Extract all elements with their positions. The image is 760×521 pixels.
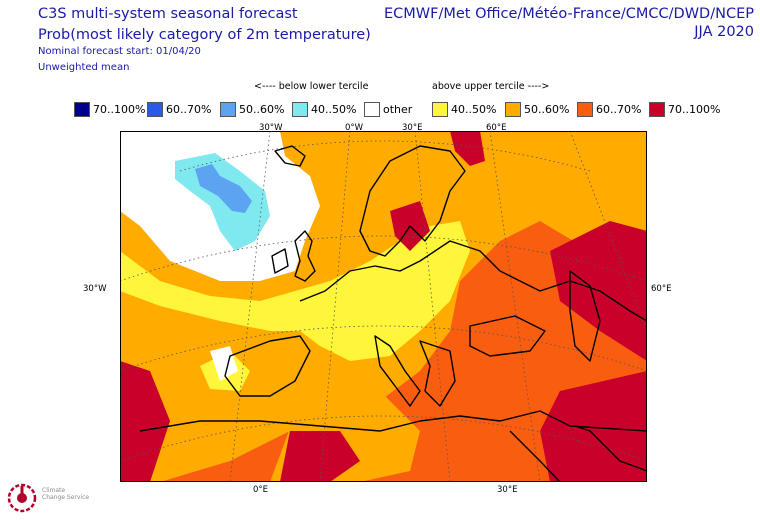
legend-label: 40..50%: [311, 102, 357, 116]
parallel: [120, 235, 647, 282]
legend-swatch: [432, 101, 448, 117]
coastline-greenland-iceland: [274, 145, 306, 167]
legend-swatch: [292, 101, 308, 117]
legend-label: 60..70%: [166, 102, 212, 116]
legend-above-header: above upper tercile ---->: [432, 81, 550, 92]
coastline-continent: [299, 240, 647, 322]
region-above-70-100: [540, 371, 647, 482]
top-tick-label: 30°E: [402, 123, 423, 133]
legend-item: 60..70%: [147, 101, 211, 117]
legend-item: 40..50%: [432, 101, 496, 117]
coastline-great-britain: [294, 230, 316, 282]
legend-label: 50..60%: [524, 102, 570, 116]
bottom-tick-label: 0°E: [253, 485, 269, 495]
region-above-70-100: [280, 431, 360, 482]
coastline-caspian: [569, 270, 601, 362]
legend-item: 40..50%: [292, 101, 356, 117]
coastline-balkans-greece: [419, 340, 456, 407]
meridian: [319, 131, 351, 482]
legend-swatch: [649, 101, 665, 117]
bottom-tick-label: 30°E: [497, 485, 518, 495]
meridian: [229, 131, 271, 482]
legend-swatch: [74, 101, 90, 117]
legend-label: 70..100%: [668, 102, 721, 116]
mean-type-text: Unweighted mean: [38, 62, 130, 73]
centres-text: ECMWF/Met Office/Météo-France/CMCC/DWD/N…: [383, 6, 754, 22]
region-below-50-60: [195, 164, 252, 213]
top-tick-label: 0°W: [345, 123, 364, 133]
parallel: [120, 325, 647, 372]
season-text: JJA 2020: [694, 24, 754, 40]
coastline-iberia-med: [224, 335, 311, 397]
climate-change-service-logo-icon: [7, 483, 37, 513]
legend-swatch: [220, 101, 236, 117]
coastline-italy: [374, 335, 421, 407]
coastline-north-africa: [139, 410, 647, 432]
top-tick-label: 30°W: [259, 123, 283, 133]
meridian: [414, 131, 451, 482]
legend-swatch: [577, 101, 593, 117]
legend-item: 70..100%: [74, 101, 145, 117]
logo-text-line: Climate: [42, 487, 66, 494]
legend-item: 70..100%: [649, 101, 720, 117]
coastline-arabia: [574, 425, 647, 472]
page-subtitle: Prob(most likely category of 2m temperat…: [38, 27, 371, 43]
legend-label: 60..70%: [596, 102, 642, 116]
coastline-black-sea: [469, 315, 546, 357]
page-title: C3S multi-system seasonal forecast: [38, 6, 298, 22]
coastline-red-sea: [509, 430, 561, 482]
legend-item: 50..60%: [505, 101, 569, 117]
meridian: [489, 131, 541, 482]
forecast-map: [120, 131, 647, 482]
coastline-scandinavia: [359, 145, 466, 257]
region-other: [210, 346, 238, 381]
legend-swatch: [505, 101, 521, 117]
legend-item: 50..60%: [220, 101, 284, 117]
legend-label: 50..60%: [239, 102, 285, 116]
legend-below-header: <---- below lower tercile: [254, 81, 369, 92]
legend-label: other: [383, 102, 413, 116]
parallel: [120, 415, 647, 462]
legend-item: other: [364, 101, 412, 117]
legend-label: 70..100%: [93, 102, 146, 116]
logo-text: Climate Change Service: [42, 487, 89, 501]
legend-item: 60..70%: [577, 101, 641, 117]
logo-text-line: Change Service: [42, 494, 90, 501]
left-tick-label: 30°W: [83, 284, 107, 294]
coastlines: [139, 145, 647, 482]
top-tick-label: 60°E: [486, 123, 507, 133]
region-above-70-100: [120, 361, 170, 482]
region-above-40-50: [120, 221, 470, 361]
nominal-start-text: Nominal forecast start: 01/04/20: [38, 46, 201, 57]
graticule: [120, 131, 647, 482]
legend-label: 40..50%: [451, 102, 497, 116]
legend-swatch: [364, 101, 380, 117]
right-tick-label: 60°E: [651, 284, 672, 294]
coastline-ireland: [271, 248, 289, 274]
region-above-70-100: [450, 131, 485, 166]
legend-swatch: [147, 101, 163, 117]
